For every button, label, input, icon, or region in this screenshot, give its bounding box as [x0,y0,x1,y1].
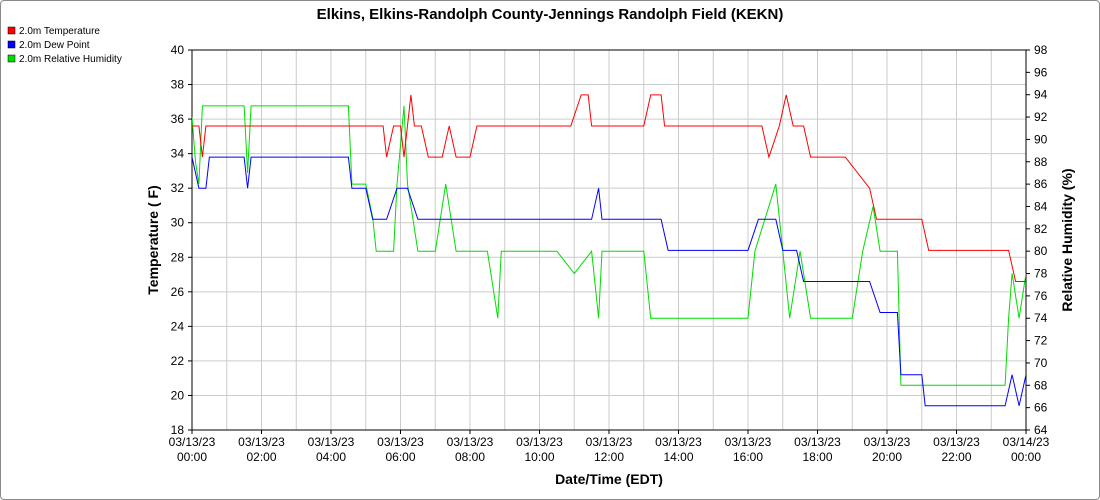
x-tick-date: 03/13/23 [377,435,424,449]
y-right-tick-label: 84 [1034,199,1048,213]
x-tick-date: 03/13/23 [794,435,841,449]
y-right-tick-label: 90 [1034,132,1048,146]
x-tick-date: 03/13/23 [238,435,285,449]
y-left-tick-label: 40 [171,43,185,57]
x-tick-time: 14:00 [663,450,693,464]
x-tick-time: 08:00 [455,450,485,464]
y-left-tick-label: 26 [171,285,185,299]
y-right-tick-label: 92 [1034,110,1048,124]
y-right-tick-label: 76 [1034,289,1048,303]
x-tick-date: 03/13/23 [447,435,494,449]
x-tick-date: 03/13/23 [516,435,563,449]
x-tick-date: 03/13/23 [169,435,216,449]
y-right-tick-label: 68 [1034,378,1048,392]
legend-swatch [7,40,16,49]
x-tick-date: 03/13/23 [655,435,702,449]
x-tick-time: 06:00 [385,450,415,464]
legend-label: 2.0m Relative Humidity [19,54,122,65]
x-tick-date: 03/13/23 [933,435,980,449]
x-tick-date: 03/13/23 [864,435,911,449]
x-tick-date: 03/13/23 [308,435,355,449]
x-tick-time: 02:00 [246,450,276,464]
x-tick-date: 03/14/23 [1003,435,1050,449]
y-left-tick-label: 34 [171,147,185,161]
y-left-tick-label: 18 [171,423,185,437]
y-right-tick-label: 70 [1034,356,1048,370]
y-right-tick-label: 66 [1034,401,1048,415]
y-right-tick-label: 64 [1034,423,1048,437]
x-tick-time: 18:00 [802,450,832,464]
x-tick-date: 03/13/23 [586,435,633,449]
legend-label: 2.0m Temperature [19,26,100,37]
y-left-tick-label: 24 [171,319,185,333]
legend-swatch [7,54,16,63]
y-right-tick-label: 72 [1034,334,1048,348]
legend-label: 2.0m Dew Point [19,40,90,51]
x-tick-date: 03/13/23 [725,435,772,449]
x-tick-time: 00:00 [1011,450,1041,464]
x-tick-time: 12:00 [594,450,624,464]
y-right-tick-label: 80 [1034,244,1048,258]
x-tick-time: 04:00 [316,450,346,464]
x-tick-time: 00:00 [177,450,207,464]
y-axis-right-label: Relative Humidity (%) [1059,168,1075,311]
y-left-tick-label: 38 [171,78,185,92]
y-right-tick-label: 96 [1034,65,1048,79]
x-tick-time: 16:00 [733,450,763,464]
series-line-dew-point [192,156,1026,407]
y-left-tick-label: 32 [171,181,185,195]
y-left-tick-label: 22 [171,354,185,368]
y-left-tick-label: 36 [171,112,185,126]
y-right-tick-label: 94 [1034,88,1048,102]
y-right-tick-label: 86 [1034,177,1048,191]
x-axis-label: Date/Time (EDT) [555,471,663,487]
y-right-tick-label: 78 [1034,267,1048,281]
x-tick-time: 20:00 [872,450,902,464]
legend-swatch [7,26,16,35]
y-right-tick-label: 88 [1034,155,1048,169]
y-right-tick-label: 74 [1034,311,1048,325]
y-axis-left-label: Temperature ( F) [145,185,161,294]
x-tick-time: 10:00 [524,450,554,464]
x-tick-time: 22:00 [941,450,971,464]
y-left-tick-label: 28 [171,250,185,264]
y-right-tick-label: 98 [1034,43,1048,57]
y-left-tick-label: 20 [171,388,185,402]
y-right-tick-label: 82 [1034,222,1048,236]
chart-title: Elkins, Elkins-Randolph County-Jennings … [317,6,784,23]
series-line-relative-humidity [192,105,1026,386]
series-line-temperature [192,94,1026,282]
y-left-tick-label: 30 [171,216,185,230]
